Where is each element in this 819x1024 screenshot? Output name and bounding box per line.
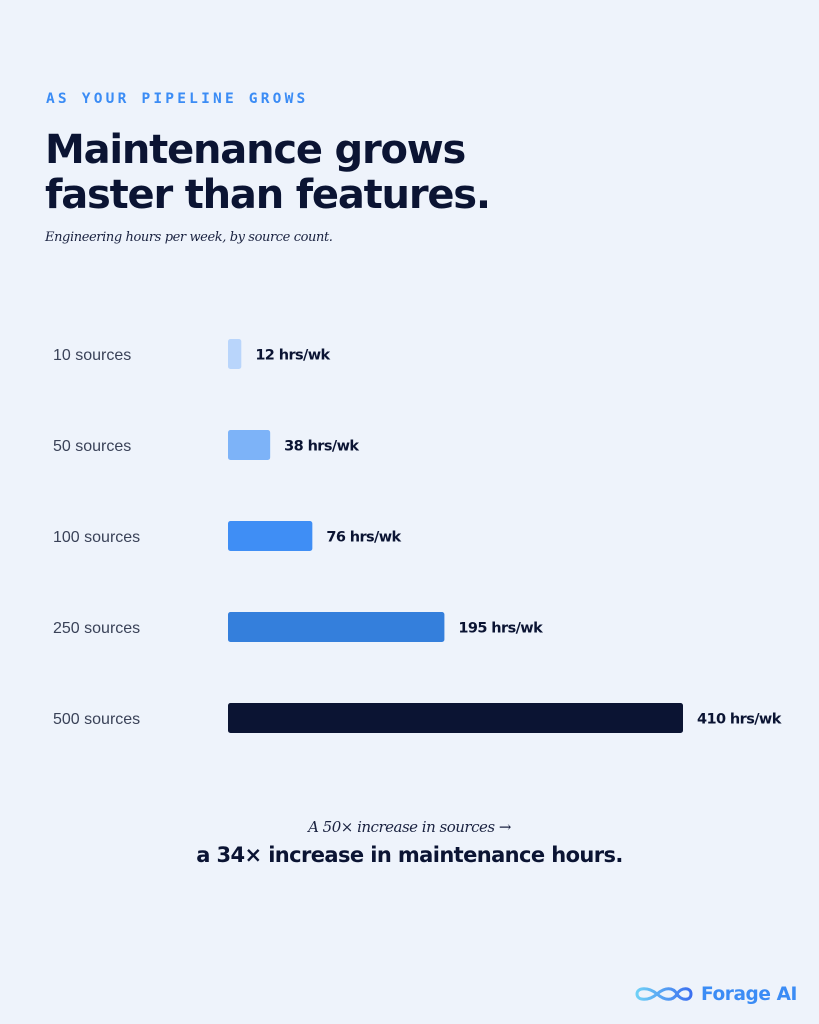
bar-chart: 10 sources 12 hrs/wk 50 sources 38 hrs/wk 10… — [53, 339, 782, 733]
brand-name: Forage AI — [700, 983, 797, 1005]
category-label: 100 sources — [53, 529, 140, 546]
bar — [228, 612, 445, 642]
headline-line-2: faster than features. — [45, 172, 491, 218]
chart-subtitle: Engineering hours per week, by source co… — [45, 230, 333, 245]
brand-logo: Forage AI — [633, 982, 797, 1006]
bar — [228, 521, 313, 551]
category-label: 10 sources — [53, 347, 131, 364]
conclusion: a 34× increase in maintenance hours. — [196, 843, 623, 867]
value-label: 12 hrs/wk — [255, 348, 330, 364]
bar — [228, 703, 683, 733]
headline: Maintenance grows faster than features. — [45, 128, 645, 218]
infinity-logo-icon — [635, 987, 693, 1001]
footnote: A 50× increase in sources → — [308, 818, 511, 836]
value-label: 38 hrs/wk — [284, 439, 359, 455]
category-label: 500 sources — [53, 711, 140, 728]
eyebrow-label: AS YOUR PIPELINE GROWS — [46, 91, 309, 107]
value-label: 410 hrs/wk — [697, 712, 782, 728]
headline-line-1: Maintenance grows — [45, 127, 466, 173]
value-label: 76 hrs/wk — [326, 530, 401, 546]
category-label: 50 sources — [53, 438, 131, 455]
bar — [228, 339, 242, 369]
value-label: 195 hrs/wk — [458, 621, 543, 637]
bar — [228, 430, 271, 460]
category-label: 250 sources — [53, 620, 140, 637]
